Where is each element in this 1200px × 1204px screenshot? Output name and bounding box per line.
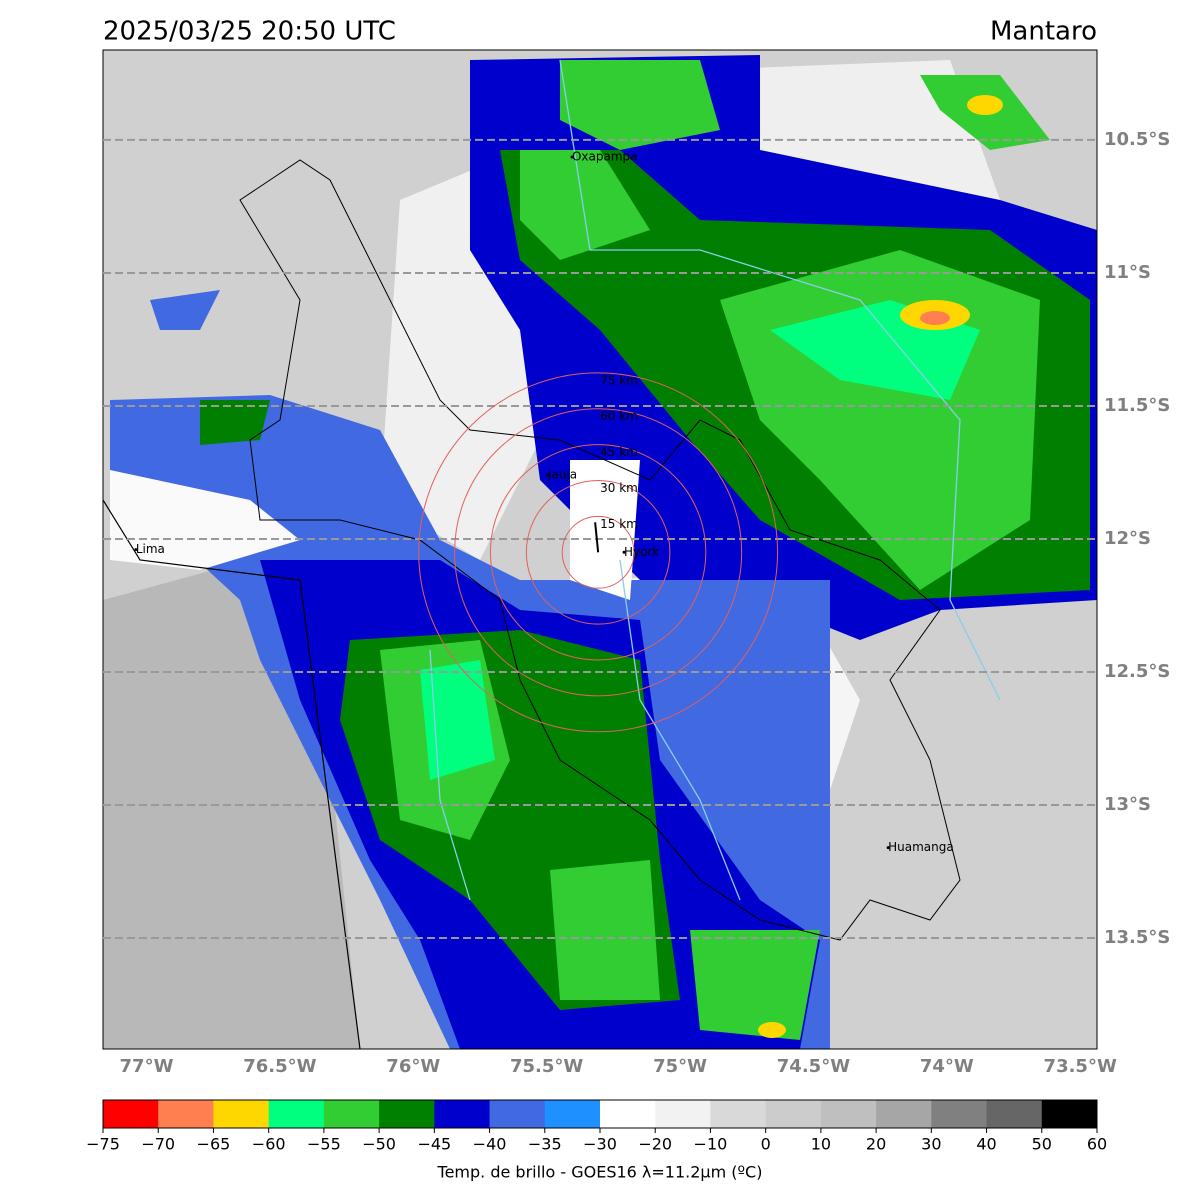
colorbar-segment (876, 1100, 932, 1128)
colorbar-segment (765, 1100, 822, 1128)
range-label: 75 km (600, 373, 638, 387)
range-ring (561, 515, 635, 589)
colorbar-segment (434, 1100, 491, 1128)
colorbar-tick-label: 20 (866, 1135, 886, 1154)
range-label: 30 km (600, 481, 638, 495)
colorbar-segment (931, 1100, 988, 1128)
lat-label: 10.5°S (1104, 129, 1170, 150)
colorbar-segment (323, 1100, 380, 1128)
colorbar-tick-label: −65 (197, 1135, 231, 1154)
range-ring (418, 372, 779, 733)
city-marker (622, 550, 626, 554)
lat-label: 13°S (1104, 794, 1151, 815)
colorbar-segment (600, 1100, 656, 1128)
colorbar-segment (655, 1100, 711, 1128)
city-label: Lima (136, 542, 165, 556)
title: 2025/03/25 20:50 UTC (103, 17, 396, 47)
colorbar-segment (213, 1100, 270, 1128)
colorbar-tick-label: −40 (473, 1135, 507, 1154)
lon-label: 73.5°W (1044, 1056, 1117, 1077)
lat-label: 11°S (1104, 262, 1151, 283)
lon-label: 75.5°W (510, 1056, 583, 1077)
colorbar-tick-label: 0 (761, 1135, 771, 1154)
colorbar-tick-label: 30 (921, 1135, 941, 1154)
lat-label: 11.5°S (1104, 395, 1170, 416)
colorbar-tick-label: 40 (976, 1135, 996, 1154)
colorbar-tick-label: 10 (811, 1135, 831, 1154)
colorbar-tick-label: −70 (141, 1135, 175, 1154)
lat-label: 12.5°S (1104, 661, 1170, 682)
colorbar-tick-label: −20 (638, 1135, 672, 1154)
range-label: 45 km (600, 445, 638, 459)
colorbar-segment (268, 1100, 325, 1128)
map-frame (102, 49, 1098, 1050)
city-label: Huamanga (888, 840, 954, 854)
city-label: Jauja (547, 468, 577, 482)
colorbar-segment (158, 1100, 214, 1128)
range-ring (525, 480, 671, 625)
lon-label: 76°W (386, 1056, 440, 1077)
city-marker (886, 846, 890, 850)
range-label: 15 km (600, 517, 638, 531)
colorbar-tick-label: −30 (583, 1135, 617, 1154)
colorbar-segment (820, 1100, 877, 1128)
city-label: Hyork (624, 545, 659, 559)
lon-label: 75°W (653, 1056, 707, 1077)
colorbar-tick-label: 60 (1087, 1135, 1107, 1154)
colorbar-segment (379, 1100, 435, 1128)
city-marker (570, 155, 574, 159)
colorbar-tick-label: −50 (362, 1135, 396, 1154)
location: Mantaro (990, 17, 1097, 47)
colorbar-tick-label: −75 (86, 1135, 120, 1154)
colorbar-tick-label: −55 (307, 1135, 341, 1154)
satellite-image (103, 50, 1097, 1049)
radar-beam (594, 522, 600, 553)
lon-label: 77°W (120, 1056, 174, 1077)
colorbar-segment (544, 1100, 601, 1128)
colorbar-tick-label: 50 (1032, 1135, 1052, 1154)
colorbar-segment (1041, 1100, 1098, 1128)
range-ring (454, 408, 743, 697)
lon-label: 74.5°W (777, 1056, 850, 1077)
lat-label: 13.5°S (1104, 927, 1170, 948)
colorbar-segment (489, 1100, 546, 1128)
range-label: 60 km (600, 409, 638, 423)
colorbar-segment (986, 1100, 1043, 1128)
city-label: Oxapampa (572, 149, 638, 163)
colorbar-tick-label: −10 (694, 1135, 728, 1154)
colorbar-segment (710, 1100, 767, 1128)
lon-label: 76.5°W (243, 1056, 316, 1077)
colorbar-label: Temp. de brillo - GOES16 λ=11.2μm (ºC) (437, 1163, 763, 1182)
colorbar-tick-label: −60 (252, 1135, 286, 1154)
city-marker (134, 548, 138, 552)
city-marker (546, 473, 550, 477)
colorbar-segment (103, 1100, 159, 1128)
colorbar-tick-label: −45 (417, 1135, 451, 1154)
lat-label: 12°S (1104, 528, 1151, 549)
range-ring (489, 444, 707, 661)
lon-label: 74°W (920, 1056, 974, 1077)
overlay: 15 km 30 km 45 km 60 km 75 km Oxapampa Jauja Hy… (103, 138, 1097, 940)
colorbar-tick-label: −35 (528, 1135, 562, 1154)
